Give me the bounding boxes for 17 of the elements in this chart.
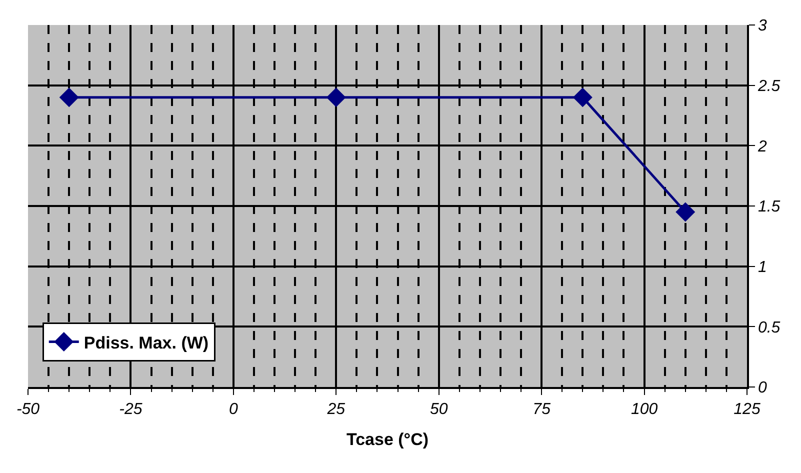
y-tick-label: 0.5 bbox=[758, 319, 780, 336]
y-tick-label: 2 bbox=[756, 138, 767, 156]
x-tick-label: 75 bbox=[532, 400, 551, 418]
x-tick-label: -50 bbox=[16, 400, 40, 418]
y-tick-label: 2.5 bbox=[756, 78, 780, 95]
x-tick-label: 0 bbox=[228, 400, 238, 418]
x-tick-label: 25 bbox=[326, 400, 346, 418]
y-tick-label: 1 bbox=[758, 258, 767, 276]
y-tick-label: 1.5 bbox=[758, 198, 780, 216]
y-tick-label: 0 bbox=[758, 380, 767, 397]
y-tick-label: 3 bbox=[758, 18, 767, 35]
x-tick-label: 50 bbox=[430, 400, 448, 418]
legend-label: Pdiss. Max. (W) bbox=[84, 333, 209, 352]
x-axis-title: Tcase (°C) bbox=[346, 430, 429, 449]
x-tick-label: 125 bbox=[734, 400, 760, 418]
x-tick-label: 100 bbox=[630, 400, 658, 418]
x-tick-label: -25 bbox=[119, 400, 142, 418]
